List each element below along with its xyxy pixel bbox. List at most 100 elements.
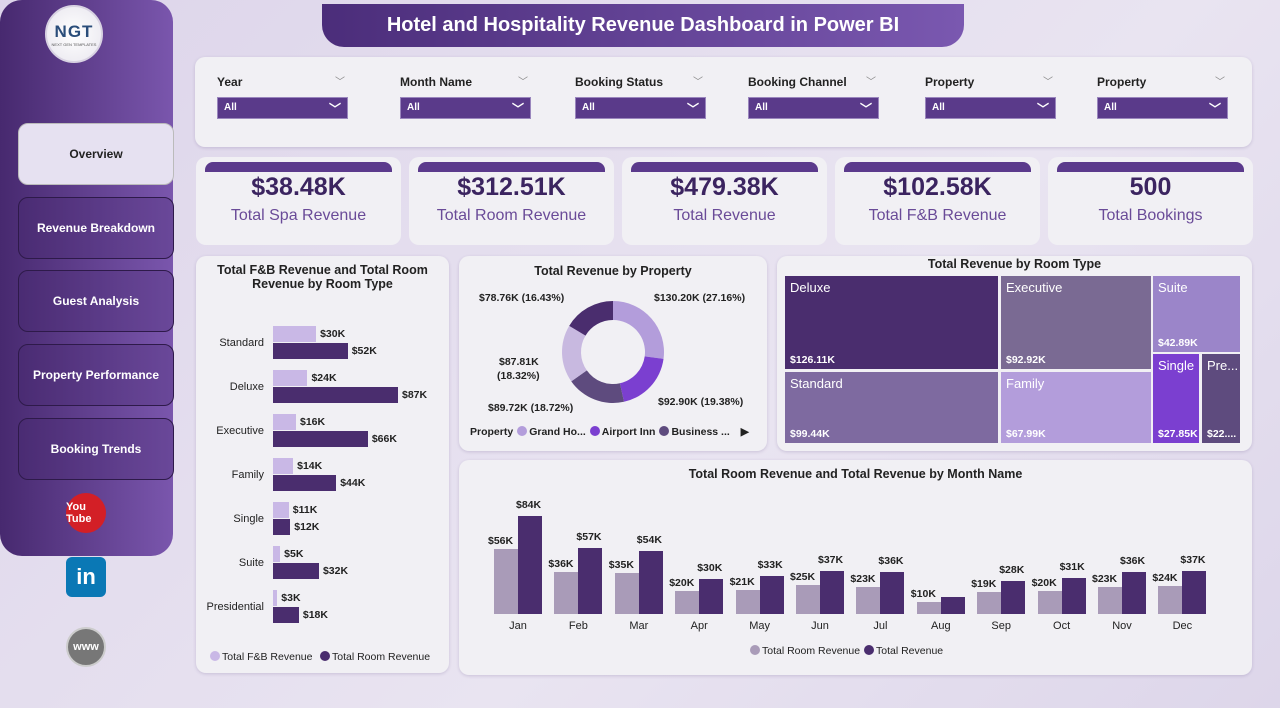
filter-dropdown[interactable]: All ﹀: [400, 97, 531, 119]
treemap-cell[interactable]: Deluxe $126.11K: [785, 276, 998, 369]
bar[interactable]: [554, 572, 579, 614]
bar[interactable]: [273, 458, 294, 474]
legend-dot: [750, 645, 760, 655]
data-label: $11K: [292, 504, 318, 516]
bar[interactable]: [638, 551, 663, 614]
kpi-accent: [631, 162, 818, 172]
bar[interactable]: [1001, 581, 1026, 614]
bar[interactable]: [273, 590, 278, 606]
chevron-down-icon: ﹀: [686, 102, 699, 116]
slice-label: $78.76K (16.43%): [479, 292, 565, 304]
bar[interactable]: [273, 431, 368, 447]
bar[interactable]: [856, 587, 881, 614]
bar[interactable]: [699, 579, 724, 614]
bar[interactable]: [1037, 590, 1062, 614]
filter-dropdown[interactable]: All ﹀: [748, 97, 879, 119]
bar[interactable]: [273, 546, 281, 562]
nav-property-performance[interactable]: Property Performance: [18, 344, 174, 406]
bar[interactable]: [796, 584, 820, 614]
data-label: $25K: [790, 570, 816, 583]
bar[interactable]: [273, 387, 398, 403]
bar[interactable]: [614, 573, 639, 614]
bar[interactable]: [940, 596, 965, 614]
filter-value: All: [1104, 102, 1117, 113]
chevron-down-icon: ﹀: [511, 102, 524, 116]
treemap-cell[interactable]: Single $27.85K: [1153, 354, 1199, 443]
treemap-cell[interactable]: Standard $99.44K: [785, 372, 998, 443]
filter-dropdown[interactable]: All ﹀: [1097, 97, 1228, 119]
bar[interactable]: [1122, 572, 1146, 614]
filter-value: All: [582, 102, 595, 113]
bar[interactable]: [1158, 586, 1183, 614]
donut-slice[interactable]: [569, 301, 613, 336]
donut-slice[interactable]: [619, 356, 664, 402]
treemap-cell[interactable]: Pre... $22....: [1202, 354, 1240, 443]
legend-next-arrow-icon[interactable]: ▶: [740, 426, 749, 438]
linkedin-icon[interactable]: in: [66, 557, 106, 597]
chevron-down-icon[interactable]: ﹀: [335, 77, 345, 88]
legend-item[interactable]: Total F&B Revenue: [206, 651, 312, 663]
bar[interactable]: [916, 602, 941, 614]
treemap-cell[interactable]: Suite $42.89K: [1153, 276, 1240, 352]
bar[interactable]: [273, 414, 296, 430]
chevron-down-icon[interactable]: ﹀: [518, 77, 528, 88]
kpi-label: Total Room Revenue: [436, 207, 587, 224]
donut-slice[interactable]: [562, 325, 587, 382]
donut-slice[interactable]: [613, 301, 664, 359]
donut-legend[interactable]: Property Grand Ho... Airport Inn Business .…: [470, 426, 749, 438]
bar[interactable]: [675, 590, 700, 614]
data-label: $37K: [818, 553, 844, 566]
nav-booking-trends[interactable]: Booking Trends: [18, 418, 174, 480]
bar[interactable]: [578, 547, 603, 614]
filter-dropdown[interactable]: All ﹀: [925, 97, 1056, 119]
bar[interactable]: [494, 548, 518, 614]
bar[interactable]: [759, 575, 784, 614]
chevron-down-icon[interactable]: ﹀: [693, 77, 703, 88]
youtube-icon[interactable]: You Tube: [66, 493, 106, 533]
nav-revenue-breakdown[interactable]: Revenue Breakdown: [18, 197, 174, 259]
bar[interactable]: [977, 591, 1002, 614]
filter-dropdown[interactable]: All ﹀: [217, 97, 348, 119]
bar[interactable]: [1061, 577, 1086, 614]
data-label: $5K: [284, 548, 304, 560]
bar[interactable]: [518, 516, 542, 614]
chart-title: Total F&B Revenue and Total Room Revenue…: [217, 263, 428, 291]
bar[interactable]: [273, 502, 289, 518]
nav-guest-analysis[interactable]: Guest Analysis: [18, 270, 174, 332]
kpi-label: Total F&B Revenue: [868, 207, 1007, 224]
data-label: $10K: [910, 588, 936, 601]
chevron-down-icon[interactable]: ﹀: [866, 77, 876, 88]
bar[interactable]: [273, 326, 317, 342]
bar[interactable]: [273, 607, 299, 623]
donut-slice[interactable]: [571, 370, 625, 403]
bar[interactable]: [273, 343, 348, 359]
bar[interactable]: [273, 563, 319, 579]
bar[interactable]: [273, 475, 337, 491]
bar[interactable]: [735, 589, 760, 614]
data-label: $36K: [1120, 555, 1146, 567]
bar[interactable]: [880, 572, 905, 614]
legend-dot: [659, 426, 670, 436]
x-tick-label: Apr: [690, 620, 708, 632]
filter-dropdown[interactable]: All ﹀: [575, 97, 706, 119]
bar[interactable]: [273, 519, 291, 535]
legend-item[interactable]: Total Room Revenue: [746, 645, 860, 657]
page-title: Hotel and Hospitality Revenue Dashboard …: [322, 4, 964, 47]
filter-label: Booking Status: [575, 75, 664, 89]
chevron-down-icon[interactable]: ﹀: [1215, 77, 1225, 88]
filter-value: All: [407, 102, 420, 113]
bar[interactable]: [273, 370, 308, 386]
bar[interactable]: [820, 570, 844, 614]
legend-item[interactable]: Total Revenue: [860, 645, 943, 657]
legend-dot: [210, 651, 220, 661]
bar[interactable]: [1182, 570, 1207, 614]
legend-item[interactable]: Total Room Revenue: [316, 651, 430, 663]
treemap-cell[interactable]: Family $67.99K: [1001, 372, 1151, 443]
cell-value: $126.11K: [790, 354, 835, 366]
nav-overview[interactable]: Overview: [18, 123, 174, 185]
globe-icon[interactable]: www: [66, 627, 106, 667]
chevron-down-icon[interactable]: ﹀: [1043, 77, 1053, 88]
bar[interactable]: [1098, 587, 1122, 614]
treemap-cell[interactable]: Executive $92.92K: [1001, 276, 1151, 369]
data-label: $36K: [548, 558, 574, 570]
